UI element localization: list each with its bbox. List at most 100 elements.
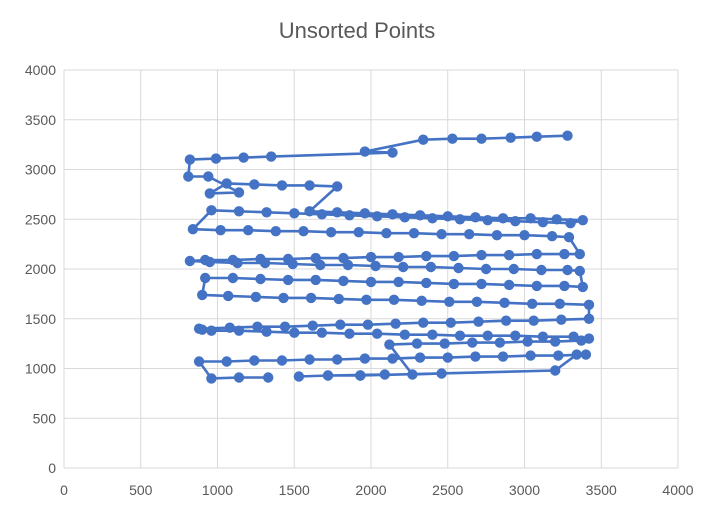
data-point [427,213,438,224]
data-point [263,372,274,383]
data-point [445,317,456,328]
data-point [436,368,447,379]
data-point [476,133,487,144]
data-point [233,372,245,383]
data-point [559,280,570,292]
data-point [414,210,426,221]
x-tick-label: 4000 [662,482,693,498]
data-point [425,261,437,273]
data-point [531,131,542,142]
data-point [353,227,364,238]
data-point [365,251,377,263]
x-tick-label: 1000 [202,482,233,498]
data-point [454,330,466,341]
data-point [556,314,567,325]
x-tick-label: 0 [60,482,68,498]
data-point [227,254,239,266]
data-point [510,216,521,227]
data-point [399,329,410,340]
y-tick-label: 4000 [25,62,56,78]
data-point [200,254,211,266]
data-point [421,277,432,289]
data-point [531,248,542,260]
data-point [583,299,595,310]
data-point [344,328,355,339]
data-point [249,355,260,366]
data-point [491,230,503,241]
data-point [255,253,266,265]
data-point [206,205,217,216]
data-point [421,250,432,262]
data-point [393,251,404,263]
data-point [255,273,266,285]
data-point [500,315,512,326]
data-point [233,187,245,198]
data-point [494,337,506,348]
y-tick-label: 2500 [25,211,56,227]
data-point [577,215,588,226]
data-point [453,262,464,274]
y-axis-ticks: 0 500 1000 1500 2000 2500 3000 3500 4000 [25,62,56,476]
data-point [206,373,217,384]
data-point [293,371,305,382]
data-point [550,365,561,376]
data-point [563,232,575,243]
data-point [476,278,487,290]
data-point [505,132,516,143]
data-point [310,274,321,286]
data-point [444,296,455,307]
data-point [210,153,222,164]
data-point [227,272,239,284]
data-point [568,331,579,342]
data-point [304,206,315,217]
data-point [304,180,315,191]
data-point [497,213,509,224]
data-point [206,325,217,336]
data-point [359,146,371,157]
data-point [338,252,349,264]
data-point [418,134,429,145]
data-point [527,298,538,309]
data-point [531,280,542,292]
data-point [393,276,404,288]
data-point [499,297,510,308]
data-point [307,320,318,331]
data-point [371,211,383,222]
chart-title: Unsorted Points [279,18,436,43]
data-point [536,264,547,276]
data-point [332,207,343,218]
data-point [289,208,300,219]
data-point [519,230,530,241]
data-point [221,356,232,367]
data-point [276,355,288,366]
data-point [316,327,328,338]
data-point [332,181,343,192]
data-point [261,207,272,218]
data-point [388,294,400,305]
data-point [476,249,487,261]
data-point [325,227,337,238]
data-point [233,325,245,336]
data-point [467,337,478,348]
x-tick-label: 1500 [279,482,310,498]
data-point [577,281,588,293]
data-point [553,350,564,361]
data-point [503,279,515,291]
data-point [381,228,392,239]
data-point [344,210,355,221]
data-point [537,331,549,342]
data-point [574,248,585,260]
data-point [470,212,481,223]
data-point [503,249,515,261]
data-point [204,188,215,199]
data-point [580,349,592,360]
data-point [537,217,549,228]
data-point [470,351,481,362]
gridlines [63,69,679,469]
data-point [184,255,196,267]
data-point [442,352,453,363]
data-point [316,209,328,220]
data-point [387,147,398,158]
data-point [387,353,398,364]
